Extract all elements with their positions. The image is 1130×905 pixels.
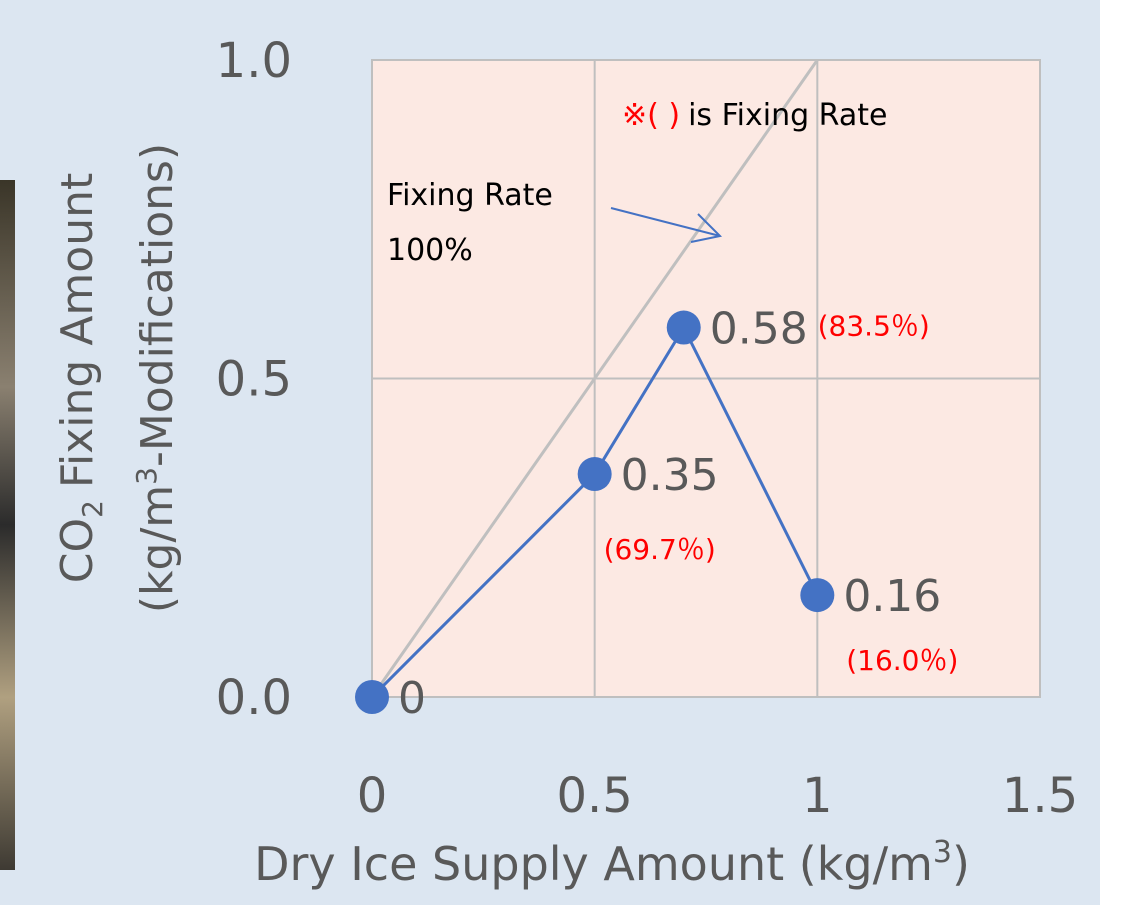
x-axis-title-part: ) — [952, 837, 970, 891]
data-label: 0.16 — [843, 571, 941, 622]
x-tick-label: 0.5 — [556, 768, 632, 824]
data-point — [800, 578, 834, 612]
note-mark: ※( ) — [622, 98, 680, 133]
y-axis-title: CO2 Fixing Amount — [52, 173, 109, 584]
x-axis-title-sup: 3 — [933, 835, 952, 870]
right-margin — [1100, 0, 1130, 905]
y-tick-label: 0.0 — [216, 670, 292, 726]
chart: 0.0 0.5 1.0 0 0.5 1 1.5 Fixing Rate 100% ※( )is F… — [0, 0, 1130, 905]
data-label: 0.35 — [621, 450, 719, 501]
y-tick-label: 1.0 — [216, 33, 292, 89]
x-tick-label: 1 — [802, 768, 833, 824]
x-tick-label: 1.5 — [1002, 768, 1078, 824]
y-axis-title-script: 3 — [130, 467, 163, 485]
annotation: Fixing Rate — [387, 178, 553, 213]
data-point — [667, 311, 701, 345]
photo-strip — [0, 180, 15, 870]
y-axis-title-part: Fixing Amount — [52, 173, 103, 488]
data-label: 0.58 — [710, 304, 808, 355]
rate-label: (16.0％) — [846, 644, 958, 677]
y-axis-title-script: 2 — [76, 500, 109, 518]
data-point — [355, 680, 389, 714]
data-label: 0 — [398, 673, 426, 724]
y-axis-title-part: -Modifications) — [132, 143, 183, 467]
data-point — [578, 457, 612, 491]
y-axis-title: (kg/m3-Modifications) — [130, 143, 183, 613]
note: ※( )is Fixing Rate — [622, 98, 887, 133]
x-axis-title: Dry Ice Supply Amount (kg/m3) — [254, 835, 970, 891]
y-axis-title-part: CO — [52, 518, 103, 583]
y-tick-label: 0.5 — [216, 352, 292, 408]
x-tick-label: 0 — [357, 768, 388, 824]
y-axis-title-part: (kg/m — [132, 485, 183, 613]
annotation: 100% — [387, 233, 473, 268]
rate-label: (69.7％) — [604, 533, 716, 566]
note-text: is Fixing Rate — [688, 98, 887, 133]
x-axis-title-part: Dry Ice Supply Amount (kg/m — [254, 837, 933, 891]
rate-label: (83.5％) — [818, 310, 930, 343]
